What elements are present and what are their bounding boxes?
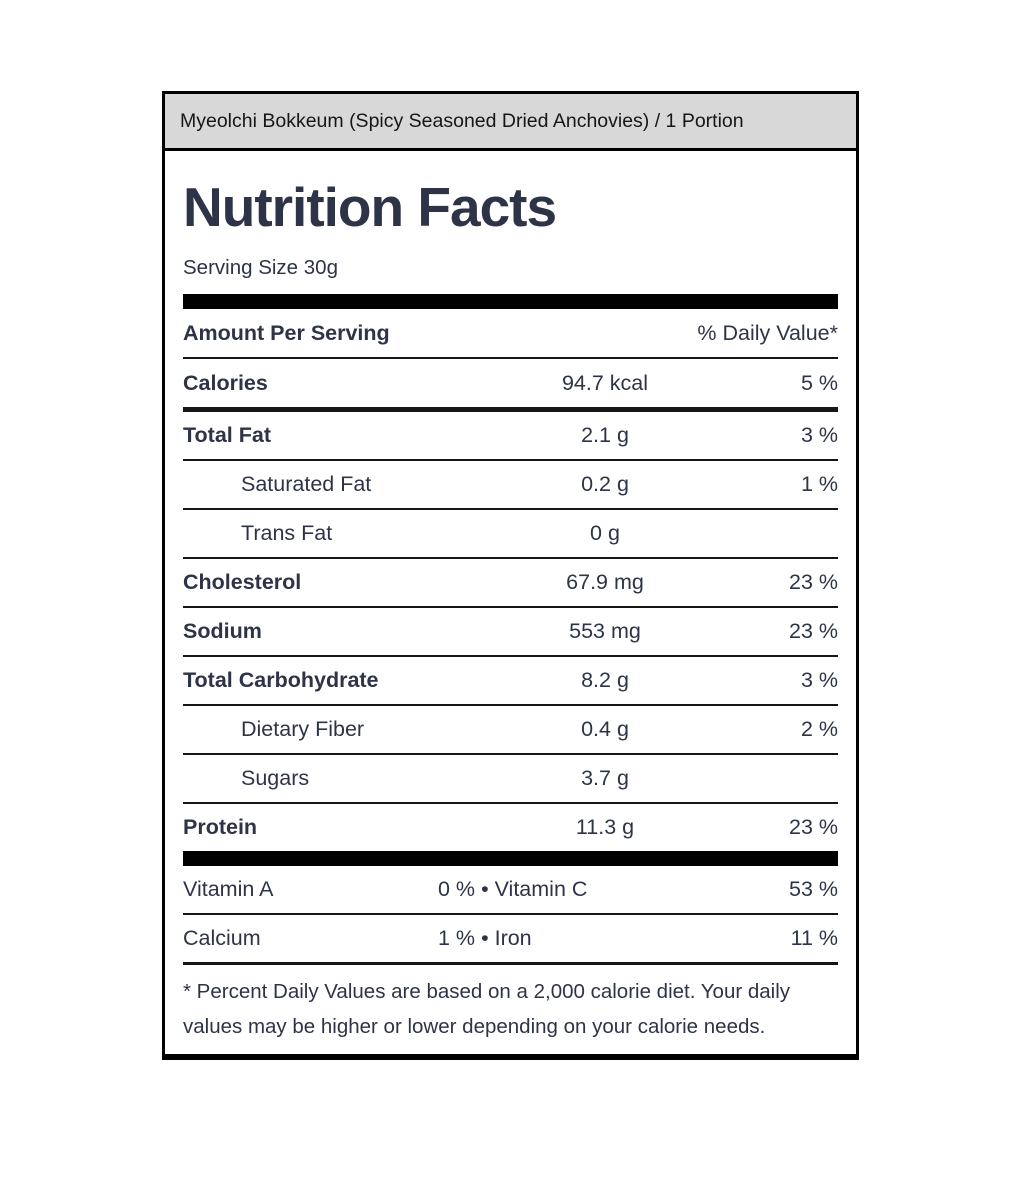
serving-size: Serving Size 30g bbox=[183, 256, 338, 279]
nutrient-daily-value: 2 % bbox=[800, 717, 838, 741]
nutrient-amount: 67.9 mg bbox=[566, 570, 644, 594]
nutrition-label-card: Myeolchi Bokkeum (Spicy Seasoned Dried A… bbox=[162, 91, 859, 1060]
bullet-separator: • bbox=[481, 926, 489, 950]
nutrient-label: Total Carbohydrate bbox=[183, 668, 379, 692]
nutrient-daily-value: 1 % bbox=[800, 472, 838, 496]
product-title: Myeolchi Bokkeum (Spicy Seasoned Dried A… bbox=[180, 109, 744, 132]
micronutrient-pair: 1 % • Iron bbox=[438, 926, 791, 951]
nutrient-amount: 94.7 kcal bbox=[561, 370, 649, 395]
nutrient-amount: 11.3 g bbox=[575, 815, 635, 839]
bullet-separator: • bbox=[481, 877, 489, 901]
nutrient-daily-value: 23 % bbox=[788, 570, 838, 594]
micronutrient-value: 0 % bbox=[438, 877, 476, 901]
nutrient-row-total-fat: Total Fat 2.1 g 3 % bbox=[183, 412, 838, 461]
nutrient-label: Cholesterol bbox=[183, 570, 302, 594]
micronutrient-pair: 0 % • Vitamin C bbox=[438, 877, 789, 902]
nutrient-amount: 0 g bbox=[590, 521, 620, 545]
nutrient-amount: 0.4 g bbox=[581, 717, 629, 741]
nutrient-row-sugars: Sugars 3.7 g bbox=[183, 755, 838, 804]
daily-value-footnote: * Percent Daily Values are based on a 2,… bbox=[183, 980, 791, 1038]
micronutrient-row-minerals: Calcium 1 % • Iron 11 % bbox=[183, 915, 838, 965]
nutrition-label-body: Nutrition Facts Serving Size 30g Amount … bbox=[165, 178, 856, 1054]
micronutrient-value: 1 % bbox=[438, 926, 476, 950]
nutrient-row-protein: Protein 11.3 g 23 % bbox=[183, 804, 838, 851]
nutrition-facts-title: Nutrition Facts bbox=[183, 176, 557, 238]
nutrient-row-saturated-fat: Saturated Fat 0.2 g 1 % bbox=[183, 461, 838, 510]
nutrient-row-dietary-fiber: Dietary Fiber 0.4 g 2 % bbox=[183, 706, 838, 755]
nutrient-daily-value: 5 % bbox=[800, 370, 838, 395]
micronutrient-label: Vitamin A bbox=[183, 877, 274, 901]
column-header-row: Amount Per Serving % Daily Value* bbox=[183, 309, 838, 359]
nutrient-daily-value: 23 % bbox=[788, 619, 838, 643]
amount-per-serving-header: Amount Per Serving bbox=[183, 320, 390, 345]
nutrient-amount: 3.7 g bbox=[581, 766, 629, 790]
product-title-bar: Myeolchi Bokkeum (Spicy Seasoned Dried A… bbox=[165, 94, 856, 151]
micronutrient-label: Calcium bbox=[183, 926, 261, 950]
nutrient-amount: 2.1 g bbox=[581, 423, 629, 447]
nutrient-amount: 553 mg bbox=[569, 619, 641, 643]
nutrient-label: Total Fat bbox=[183, 423, 271, 447]
nutrient-row-sodium: Sodium 553 mg 23 % bbox=[183, 608, 838, 657]
nutrient-label: Sodium bbox=[183, 619, 262, 643]
thick-divider-middle bbox=[183, 851, 838, 866]
thick-divider-top bbox=[183, 294, 838, 309]
nutrient-row-total-carbohydrate: Total Carbohydrate 8.2 g 3 % bbox=[183, 657, 838, 706]
nutrient-label: Saturated Fat bbox=[241, 472, 372, 496]
nutrient-amount: 8.2 g bbox=[581, 668, 629, 692]
nutrient-row-trans-fat: Trans Fat 0 g bbox=[183, 510, 838, 559]
nutrient-daily-value: 3 % bbox=[800, 423, 838, 447]
nutrient-label: Trans Fat bbox=[241, 521, 333, 545]
nutrient-row-cholesterol: Cholesterol 67.9 mg 23 % bbox=[183, 559, 838, 608]
nutrient-label: Dietary Fiber bbox=[241, 717, 365, 741]
nutrient-daily-value: 3 % bbox=[800, 668, 838, 692]
nutrient-amount: 0.2 g bbox=[581, 472, 629, 496]
daily-value-header: % Daily Value* bbox=[697, 320, 838, 345]
nutrient-label: Calories bbox=[183, 370, 268, 395]
nutrient-label: Protein bbox=[183, 815, 258, 839]
micronutrient-second-label: Vitamin C bbox=[494, 877, 588, 901]
nutrient-daily-value: 23 % bbox=[788, 815, 838, 839]
micronutrient-second-label: Iron bbox=[494, 926, 532, 950]
micronutrient-second-value: 11 % bbox=[790, 926, 838, 950]
micronutrient-second-value: 53 % bbox=[788, 877, 838, 901]
nutrient-row-calories: Calories 94.7 kcal 5 % bbox=[183, 359, 838, 412]
nutrient-label: Sugars bbox=[241, 766, 310, 790]
micronutrient-row-vitamins: Vitamin A 0 % • Vitamin C 53 % bbox=[183, 866, 838, 915]
